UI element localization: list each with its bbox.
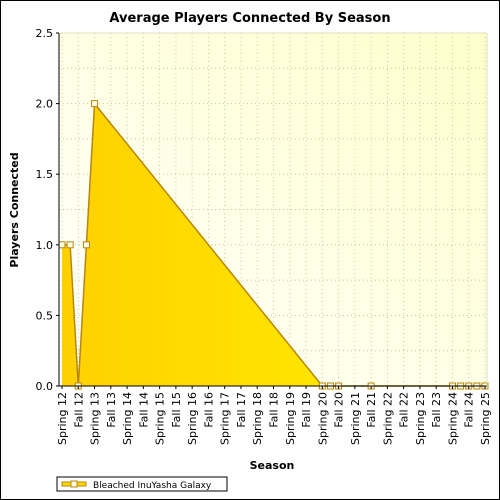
x-tick-label: Fall 14 — [137, 392, 150, 428]
x-tick-label: Spring 18 — [251, 392, 264, 445]
x-tick-label: Fall 15 — [170, 392, 183, 428]
x-tick-label: Fall 21 — [365, 392, 378, 428]
y-tick-label: 1.0 — [36, 239, 54, 252]
x-tick-label: Spring 17 — [219, 392, 232, 445]
x-tick-label: Spring 20 — [316, 392, 329, 445]
data-point-marker — [91, 100, 99, 108]
x-tick-label: Fall 23 — [430, 392, 443, 428]
x-tick-label: Fall 24 — [463, 392, 476, 428]
x-tick-label: Fall 20 — [333, 392, 346, 428]
x-tick-label: Spring 21 — [349, 392, 362, 445]
x-tick-label: Spring 13 — [89, 392, 102, 445]
x-tick-label: Fall 18 — [268, 392, 281, 428]
x-tick-label: Fall 22 — [398, 392, 411, 428]
legend-label: Bleached InuYasha Galaxy — [93, 481, 212, 491]
y-tick-label: 1.5 — [36, 168, 54, 181]
data-point-marker — [82, 241, 90, 249]
y-tick-label: 2.0 — [36, 98, 54, 111]
legend-box — [56, 476, 228, 492]
x-tick-label: Spring 12 — [56, 392, 69, 445]
data-point-marker — [58, 241, 66, 249]
data-point-marker — [66, 241, 74, 249]
y-tick-label: 2.5 — [36, 27, 54, 40]
x-tick-label: Fall 12 — [72, 392, 85, 428]
y-axis-title: Players Connected — [8, 152, 21, 267]
x-tick-label: Fall 13 — [105, 392, 118, 428]
x-tick-label: Fall 16 — [202, 392, 215, 428]
x-axis-title: Season — [250, 459, 295, 472]
legend-marker — [70, 480, 78, 488]
x-tick-label: Spring 25 — [479, 392, 492, 445]
x-tick-label: Spring 15 — [154, 392, 167, 445]
x-tick-label: Spring 14 — [121, 392, 134, 445]
x-tick-labels: Spring 12 Fall 12 Spring 13 Fall 13 Spring 1… — [56, 386, 492, 445]
y-tick-label: 0.5 — [36, 309, 54, 322]
x-tick-label: Spring 22 — [381, 392, 394, 445]
x-tick-label: Fall 19 — [300, 392, 313, 428]
series-area — [62, 103, 485, 386]
x-tick-label: Spring 16 — [186, 392, 199, 445]
x-tick-label: Spring 19 — [284, 392, 297, 445]
y-tick-label: 0.0 — [36, 380, 54, 393]
x-tick-label: Fall 17 — [235, 392, 248, 428]
x-tick-label: Spring 23 — [414, 392, 427, 445]
y-tick-labels: 0.0 0.5 1.0 1.5 2.0 2.5 — [36, 27, 59, 393]
x-tick-label: Spring 24 — [446, 392, 459, 445]
chart-title: Average Players Connected By Season — [109, 11, 390, 26]
legend: Bleached InuYasha Galaxy — [56, 476, 228, 492]
